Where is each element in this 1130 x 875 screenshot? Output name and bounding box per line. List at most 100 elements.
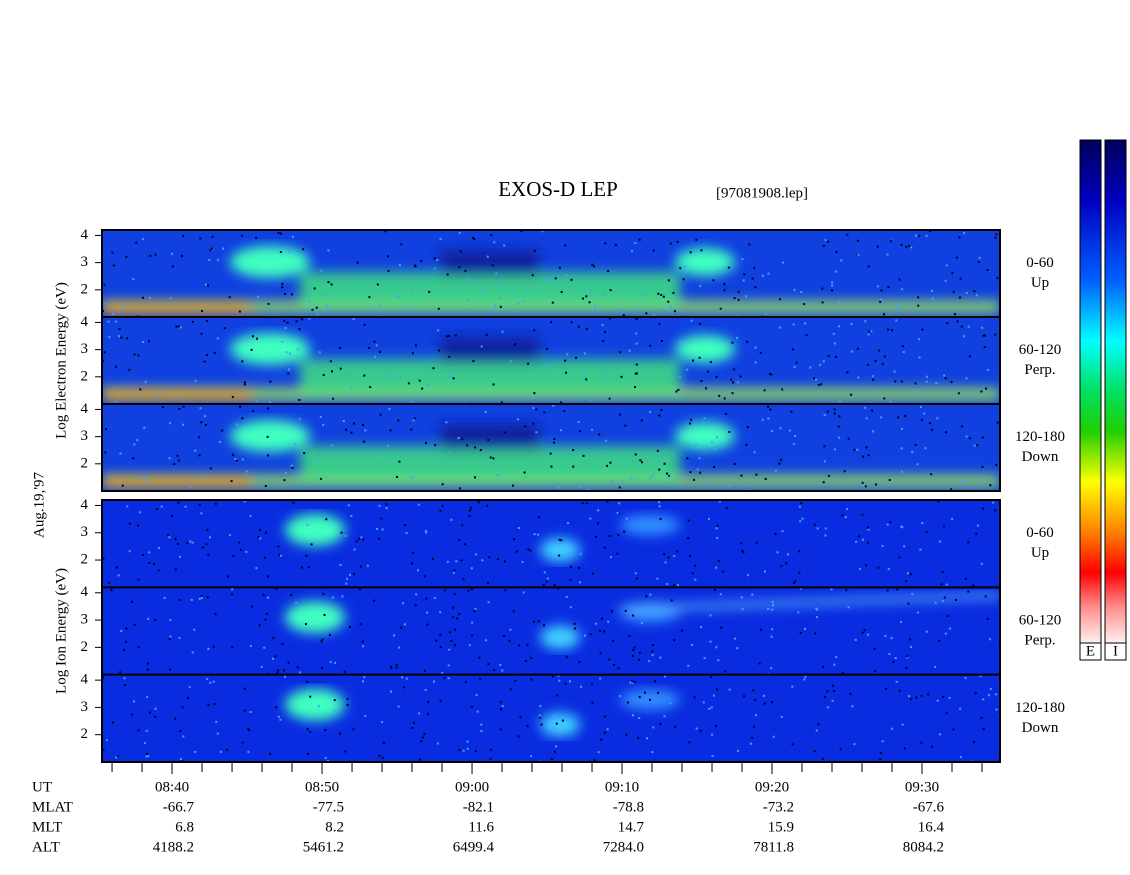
speckle bbox=[448, 648, 451, 651]
speckle bbox=[700, 379, 703, 382]
speckle bbox=[517, 735, 520, 738]
speckle bbox=[943, 525, 946, 528]
feature bbox=[285, 514, 345, 546]
speckle bbox=[776, 551, 779, 554]
speckle bbox=[306, 523, 309, 526]
speckle bbox=[132, 277, 135, 280]
speckle bbox=[234, 458, 237, 461]
speckle bbox=[569, 578, 572, 581]
speckle bbox=[243, 381, 246, 384]
speckle bbox=[696, 468, 699, 471]
speckle bbox=[973, 740, 976, 743]
speckle bbox=[564, 682, 567, 685]
speckle bbox=[723, 283, 726, 286]
speckle bbox=[798, 571, 801, 574]
speckle bbox=[119, 671, 122, 674]
speckle bbox=[987, 694, 990, 697]
speckle bbox=[736, 749, 739, 752]
spectrogram-features bbox=[285, 514, 680, 562]
feature bbox=[440, 250, 540, 276]
speckle bbox=[148, 562, 151, 565]
speckle bbox=[298, 328, 301, 331]
speckle bbox=[723, 443, 726, 446]
ephemeris-value: -73.2 bbox=[763, 799, 794, 815]
speckle bbox=[832, 332, 835, 335]
speckle bbox=[835, 251, 838, 254]
speckle bbox=[360, 536, 363, 539]
speckle bbox=[114, 400, 117, 403]
speckle bbox=[306, 728, 309, 731]
speckle bbox=[463, 543, 466, 546]
speckle bbox=[925, 234, 928, 237]
speckle bbox=[153, 563, 156, 566]
speckle bbox=[496, 474, 499, 477]
speckle bbox=[548, 364, 551, 367]
speckle bbox=[241, 417, 244, 420]
feature bbox=[440, 424, 540, 450]
speckle bbox=[741, 608, 744, 611]
speckle bbox=[241, 360, 244, 363]
speckle bbox=[333, 709, 336, 712]
speckle bbox=[792, 581, 795, 584]
speckle bbox=[792, 323, 795, 326]
speckle bbox=[917, 296, 920, 299]
speckle bbox=[486, 581, 489, 584]
speckle bbox=[378, 537, 381, 540]
speckle bbox=[527, 362, 530, 365]
speckle bbox=[531, 274, 534, 277]
speckle bbox=[557, 486, 560, 489]
speckle bbox=[664, 561, 667, 564]
speckle bbox=[687, 664, 690, 667]
speckle bbox=[831, 699, 834, 702]
speckle bbox=[135, 241, 138, 244]
speckle bbox=[168, 668, 171, 671]
speckle bbox=[522, 300, 525, 303]
speckle bbox=[653, 680, 656, 683]
speckle bbox=[967, 325, 970, 328]
speckle bbox=[485, 333, 488, 336]
speckle bbox=[859, 567, 862, 570]
speckle bbox=[827, 240, 830, 243]
panel-angle: 120-180 bbox=[1015, 429, 1065, 445]
speckle bbox=[268, 447, 271, 450]
speckle bbox=[103, 351, 106, 354]
speckle bbox=[453, 593, 456, 596]
speckle bbox=[207, 553, 210, 556]
speckle bbox=[267, 302, 270, 305]
speckle bbox=[703, 657, 706, 660]
speckle bbox=[712, 694, 715, 697]
speckle bbox=[133, 443, 136, 446]
speckle bbox=[410, 562, 413, 565]
speckle bbox=[771, 701, 774, 704]
speckle bbox=[288, 352, 291, 355]
speckle bbox=[794, 434, 797, 437]
speckle bbox=[579, 552, 582, 555]
speckle bbox=[767, 405, 770, 408]
speckle bbox=[325, 518, 328, 521]
speckle bbox=[612, 664, 615, 667]
speckle bbox=[412, 419, 415, 422]
speckle bbox=[379, 350, 382, 353]
speckle bbox=[324, 293, 327, 296]
speckle bbox=[827, 474, 830, 477]
speckle bbox=[141, 296, 144, 299]
speckle bbox=[362, 424, 365, 427]
speckle bbox=[896, 303, 899, 306]
speckle bbox=[794, 580, 797, 583]
speckle bbox=[937, 500, 940, 503]
speckle bbox=[846, 233, 849, 236]
speckle bbox=[423, 575, 426, 578]
speckle bbox=[181, 706, 184, 709]
speckle bbox=[980, 716, 983, 719]
speckle bbox=[688, 741, 691, 744]
speckle bbox=[643, 691, 646, 694]
speckle bbox=[231, 646, 234, 649]
speckle bbox=[148, 340, 151, 343]
speckle bbox=[865, 446, 868, 449]
speckle bbox=[711, 733, 714, 736]
speckle bbox=[716, 270, 719, 273]
speckle bbox=[995, 233, 998, 236]
speckle bbox=[154, 618, 157, 621]
speckle bbox=[609, 556, 612, 559]
ephemeris-value: 15.9 bbox=[768, 819, 794, 835]
